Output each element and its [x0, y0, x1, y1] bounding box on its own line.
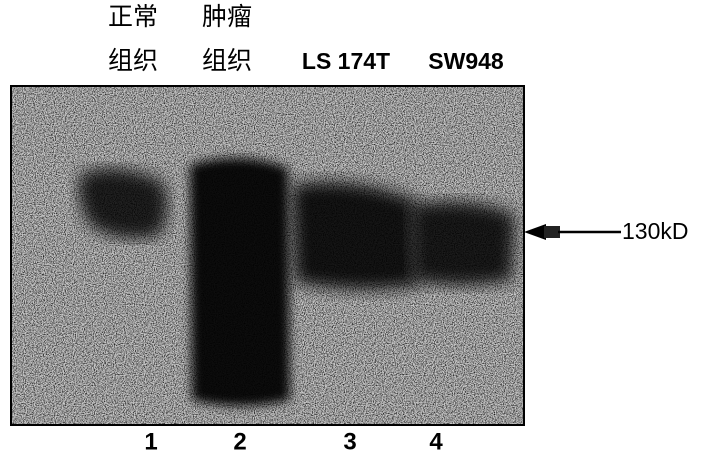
lane-label: 组织: [108, 46, 158, 75]
marker-label: 130kD: [622, 218, 688, 244]
lane-number: 3: [343, 428, 356, 455]
lane-number: 2: [233, 428, 246, 455]
blot-grain: [11, 86, 524, 425]
lane-label: 正常: [108, 2, 158, 31]
lane-label: SW948: [428, 48, 504, 74]
lane-label: 肿瘤: [202, 2, 252, 31]
blot: [11, 86, 524, 425]
lane-number: 1: [144, 428, 157, 455]
lane-number: 4: [429, 428, 443, 455]
marker-arrow: [524, 224, 621, 240]
lane-label: LS 174T: [302, 48, 390, 74]
lane-label: 组织: [202, 46, 252, 75]
figure: 正常 组织 肿瘤 组织 LS 174T SW948 1 2 3 4 130kD: [0, 0, 726, 461]
